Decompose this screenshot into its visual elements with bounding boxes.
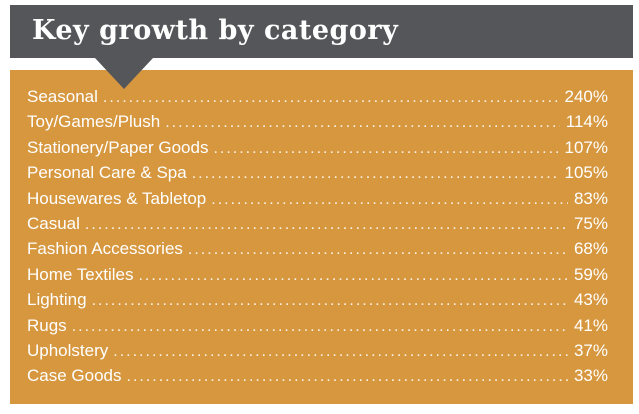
growth-value: 43% bbox=[573, 290, 608, 310]
dotted-leader: ........................................… bbox=[113, 342, 568, 360]
dotted-leader: ........................................… bbox=[102, 89, 559, 106]
growth-value: 114% bbox=[565, 112, 608, 132]
growth-value: 59% bbox=[573, 264, 608, 284]
growth-value: 83% bbox=[573, 188, 608, 208]
category-label: Fashion Accessories bbox=[27, 239, 183, 259]
dotted-leader: ........................................… bbox=[138, 266, 568, 284]
list-item: Casual..................................… bbox=[27, 214, 608, 239]
list-item: Upholstery..............................… bbox=[27, 341, 608, 366]
page-title: Key growth by category bbox=[32, 15, 399, 46]
category-label: Toy/Games/Plush bbox=[27, 112, 161, 132]
growth-value: 75% bbox=[573, 213, 608, 233]
dotted-leader: ........................................… bbox=[211, 190, 568, 208]
list-item: Case Goods..............................… bbox=[27, 366, 608, 391]
list-item: Seasonal................................… bbox=[27, 87, 608, 112]
dotted-leader: ........................................… bbox=[71, 317, 568, 335]
callout-triangle-icon bbox=[95, 58, 153, 89]
category-label: Housewares & Tabletop bbox=[27, 188, 207, 208]
category-label: Casual bbox=[27, 213, 80, 233]
category-label: Lighting bbox=[27, 290, 87, 310]
dotted-leader: ........................................… bbox=[84, 215, 568, 233]
list-item: Rugs....................................… bbox=[27, 316, 608, 341]
category-label: Rugs bbox=[27, 315, 67, 335]
dotted-leader: ........................................… bbox=[126, 368, 568, 386]
list-item: Toy/Games/Plush.........................… bbox=[27, 112, 608, 137]
header-banner: Key growth by category bbox=[10, 5, 633, 58]
dotted-leader: ........................................… bbox=[165, 114, 560, 132]
dotted-leader: ........................................… bbox=[191, 165, 559, 183]
dotted-leader: ........................................… bbox=[91, 292, 568, 310]
growth-value: 107% bbox=[564, 137, 608, 157]
list-item: Housewares & Tabletop...................… bbox=[27, 189, 608, 214]
list-item: Personal Care & Spa.....................… bbox=[27, 163, 608, 188]
growth-value: 240% bbox=[564, 87, 608, 106]
category-label: Upholstery bbox=[27, 340, 109, 360]
growth-value: 105% bbox=[564, 163, 608, 183]
growth-value: 37% bbox=[573, 340, 608, 360]
dotted-leader: ........................................… bbox=[187, 241, 568, 259]
dotted-leader: ........................................… bbox=[213, 139, 558, 157]
category-label: Seasonal bbox=[27, 87, 98, 106]
category-label: Stationery/Paper Goods bbox=[27, 137, 209, 157]
category-label: Home Textiles bbox=[27, 264, 134, 284]
list-item: Stationery/Paper Goods..................… bbox=[27, 138, 608, 163]
growth-value: 68% bbox=[573, 239, 608, 259]
growth-value: 33% bbox=[573, 366, 608, 386]
list-item: Home Textiles...........................… bbox=[27, 265, 608, 290]
category-label: Personal Care & Spa bbox=[27, 163, 187, 183]
list-item: Lighting................................… bbox=[27, 290, 608, 315]
category-label: Case Goods bbox=[27, 366, 122, 386]
growth-list-panel: Seasonal................................… bbox=[10, 70, 633, 404]
list-item: Fashion Accessories.....................… bbox=[27, 239, 608, 264]
growth-value: 41% bbox=[573, 315, 608, 335]
